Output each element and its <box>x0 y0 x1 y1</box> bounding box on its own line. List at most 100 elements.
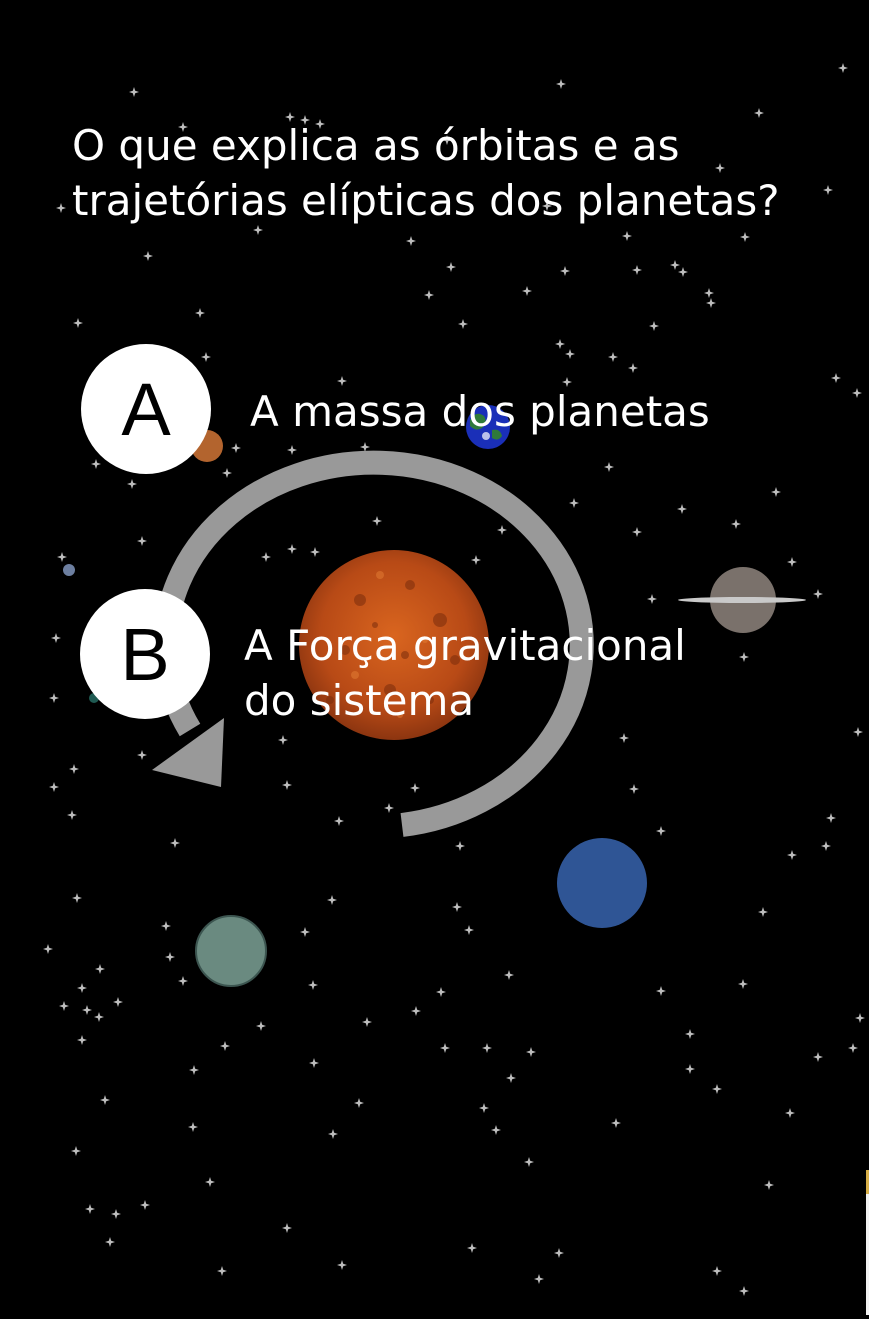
star-icon <box>656 986 666 996</box>
star-icon <box>831 373 841 383</box>
star-icon <box>49 782 59 792</box>
star-icon <box>189 1065 199 1075</box>
star-icon <box>411 1006 421 1016</box>
star-icon <box>59 1001 69 1011</box>
question-line-1: O que explica as órbitas e as <box>72 121 680 170</box>
star-icon <box>758 907 768 917</box>
star-icon <box>205 1177 215 1187</box>
option-a-letter: A <box>121 367 171 451</box>
star-icon <box>195 308 205 318</box>
star-icon <box>67 810 77 820</box>
star-icon <box>706 298 716 308</box>
star-icon <box>853 727 863 737</box>
star-icon <box>764 1180 774 1190</box>
option-a-label[interactable]: A massa dos planetas <box>250 387 710 436</box>
star-icon <box>140 1200 150 1210</box>
saturn-icon <box>678 567 806 633</box>
star-icon <box>91 459 101 469</box>
star-icon <box>738 979 748 989</box>
star-icon <box>300 927 310 937</box>
star-icon <box>677 504 687 514</box>
star-icon <box>471 555 481 565</box>
star-icon <box>282 1223 292 1233</box>
star-icon <box>629 784 639 794</box>
star-icon <box>526 1047 536 1057</box>
option-b-label[interactable]: A Força gravitacional do sistema <box>244 618 744 728</box>
star-icon <box>534 1274 544 1284</box>
star-icon <box>424 290 434 300</box>
star-icon <box>491 1125 501 1135</box>
star-icon <box>278 735 288 745</box>
star-icon <box>71 1146 81 1156</box>
star-icon <box>69 764 79 774</box>
star-icon <box>231 443 241 453</box>
star-icon <box>554 1248 564 1258</box>
star-icon <box>261 552 271 562</box>
star-icon <box>838 63 848 73</box>
star-icon <box>256 1021 266 1031</box>
question-title: O que explica as órbitas e as trajetória… <box>72 118 832 228</box>
small-blue-moon <box>63 564 75 576</box>
star-icon <box>82 1005 92 1015</box>
star-icon <box>855 1013 865 1023</box>
star-icon <box>504 970 514 980</box>
option-b-label-line-1: A Força gravitacional <box>244 621 686 670</box>
star-icon <box>611 1118 621 1128</box>
star-icon <box>137 536 147 546</box>
star-icon <box>188 1122 198 1132</box>
option-b-letter: B <box>120 612 170 696</box>
orbit-arrow-icon <box>152 450 594 837</box>
star-icon <box>113 997 123 1007</box>
star-icon <box>712 1084 722 1094</box>
star-icon <box>560 266 570 276</box>
star-icon <box>310 547 320 557</box>
star-icon <box>555 339 565 349</box>
star-icon <box>704 288 714 298</box>
star-icon <box>49 693 59 703</box>
star-icon <box>201 352 211 362</box>
star-icon <box>161 921 171 931</box>
star-icon <box>287 544 297 554</box>
sun-icon <box>299 550 489 740</box>
star-icon <box>127 479 137 489</box>
option-b-label-line-2: do sistema <box>244 676 475 725</box>
star-icon <box>56 203 66 213</box>
star-icon <box>105 1237 115 1247</box>
star-icon <box>628 363 638 373</box>
star-icon <box>813 1052 823 1062</box>
star-icon <box>848 1043 858 1053</box>
star-icon <box>632 527 642 537</box>
star-icon <box>95 964 105 974</box>
star-icon <box>497 525 507 535</box>
star-icon <box>327 895 337 905</box>
star-icon <box>287 445 297 455</box>
star-icon <box>619 733 629 743</box>
earth-icon <box>466 405 510 449</box>
option-b-button[interactable]: B <box>80 589 210 719</box>
star-icon <box>771 487 781 497</box>
star-icon <box>384 803 394 813</box>
star-icon <box>787 850 797 860</box>
star-icon <box>328 1129 338 1139</box>
star-icon <box>506 1073 516 1083</box>
star-icon <box>826 813 836 823</box>
star-icon <box>787 557 797 567</box>
star-icon <box>57 552 67 562</box>
star-icon <box>362 1017 372 1027</box>
star-icon <box>821 841 831 851</box>
star-icon <box>569 498 579 508</box>
star-icon <box>656 826 666 836</box>
star-icon <box>222 468 232 478</box>
teal-planet <box>195 915 267 987</box>
star-icon <box>455 841 465 851</box>
star-icon <box>452 902 462 912</box>
star-icon <box>129 87 139 97</box>
star-icon <box>170 838 180 848</box>
star-icon <box>852 388 862 398</box>
star-icon <box>100 1095 110 1105</box>
option-a-button[interactable]: A <box>81 344 211 474</box>
star-icon <box>143 251 153 261</box>
star-icon <box>754 108 764 118</box>
blue-planet <box>557 838 647 928</box>
